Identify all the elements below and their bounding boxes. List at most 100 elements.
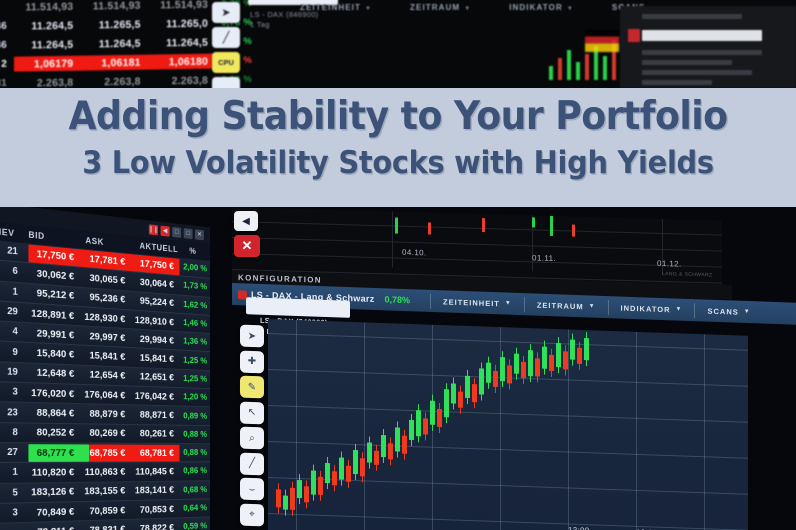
col-aktuell: AKTUELL xyxy=(139,240,179,254)
row-bid: 2.263,8 xyxy=(36,76,74,88)
main-chart-grid xyxy=(268,319,748,530)
top-menu-item-zeitraum[interactable]: ZEITRAUM ▼ xyxy=(410,3,472,12)
cell-nev: 5 xyxy=(12,487,18,499)
cell-percent: 0,68 % xyxy=(183,484,208,495)
chevron-down-icon: ▼ xyxy=(743,308,751,316)
window-control-button[interactable]: □ xyxy=(183,227,193,239)
window-control-button[interactable]: □ xyxy=(172,226,182,238)
chevron-down-icon: ▼ xyxy=(566,6,574,12)
cell-nev: 8 xyxy=(12,427,18,439)
chart-tool-palette[interactable]: ➤ ✚ ✎ ↖ ⌕ ╱ ⌣ ⌖ xyxy=(240,324,266,530)
panel-line xyxy=(642,80,712,85)
measure-tool-icon[interactable]: ⌖ xyxy=(240,503,264,526)
candle-wick xyxy=(558,337,559,374)
cell-ask: 30,065 € xyxy=(89,272,126,287)
highlighter-tool-icon[interactable]: ✎ xyxy=(240,375,264,399)
candle-wick xyxy=(474,378,475,409)
chart-menu-item-indikator[interactable]: INDIKATOR ▼ xyxy=(607,299,695,318)
window-control-button[interactable]: ✕ xyxy=(195,228,204,240)
main-chart-candles xyxy=(268,319,748,516)
candle-wick xyxy=(572,333,573,366)
main-chart[interactable]: 13:0013:3014:00 xyxy=(268,319,748,530)
table-row[interactable]: 8 80,252 € 80,269 € 80,261 € 0,88 % xyxy=(0,422,211,445)
candle-wick xyxy=(495,364,496,393)
fibonacci-tool-icon[interactable]: ⌣ xyxy=(240,477,264,501)
row-bid: 1,06179 xyxy=(33,57,74,70)
candle-wick xyxy=(327,457,328,490)
cell-ask: 70,859 € xyxy=(89,504,126,517)
mini-candle xyxy=(594,46,598,80)
top-menu-item-zeiteinheit[interactable]: ZEITEINHEIT ▼ xyxy=(300,3,373,12)
top-search-input[interactable] xyxy=(248,0,338,5)
cell-percent: 0,89 % xyxy=(183,410,208,422)
instrument-change: 0,78% xyxy=(384,294,411,306)
cell-bid: 68,777 € xyxy=(36,446,75,459)
candle-wick xyxy=(467,369,468,404)
crosshair-tool-icon[interactable]: ✚ xyxy=(240,350,264,373)
cell-aktuell: 30,064 € xyxy=(139,276,175,291)
cell-bid: 95,212 € xyxy=(36,287,75,303)
candle-wick xyxy=(306,480,307,509)
top-menu-bar[interactable]: ZEITEINHEIT▼ZEITRAUM▼INDIKATOR▼SCANS xyxy=(300,3,645,12)
cell-percent: 1,36 % xyxy=(183,336,208,348)
ticker-search-input[interactable] xyxy=(246,297,350,318)
cell-bid: 183,126 € xyxy=(31,486,75,499)
chart-menu-item-zeitraum[interactable]: ZEITRAUM ▼ xyxy=(523,296,608,315)
cell-nev: 3 xyxy=(12,386,18,398)
cell-nev: 9 xyxy=(12,346,18,358)
extra-tool-icon[interactable] xyxy=(212,77,240,88)
cell-ask: 128,930 € xyxy=(84,310,126,325)
nav-back-button[interactable]: ◀ xyxy=(234,211,258,231)
candle-wick xyxy=(397,421,398,458)
cell-bid: 176,020 € xyxy=(31,386,75,400)
cell-ask: 176,064 € xyxy=(84,388,126,402)
candle-wick xyxy=(390,437,391,466)
cell-percent: 1,20 % xyxy=(183,392,208,403)
candle-wick xyxy=(334,465,335,492)
cell-aktuell: 183,141 € xyxy=(134,484,175,497)
chart-menu-item-zeiteinheit[interactable]: ZEITEINHEIT ▼ xyxy=(430,293,524,312)
candle-wick xyxy=(516,347,517,380)
top-right-panel xyxy=(620,6,796,88)
cpu-tool-icon[interactable]: CPU xyxy=(212,52,240,73)
candle-wick xyxy=(439,402,440,434)
cursor-tool-icon[interactable]: ➤ xyxy=(240,324,264,348)
date-label: 01.12. xyxy=(657,258,682,269)
date-label: 01.11. xyxy=(532,253,557,264)
gridline xyxy=(636,331,637,530)
chart-window: 04.10. 01.11. 01.12. LANG & SCHWARZ ◀ ✕ KON… xyxy=(232,207,796,530)
table-row[interactable]: 27 68,777 € 68,785 € 68,781 € 0,88 % xyxy=(0,442,211,464)
row-ask: 11.514,93 xyxy=(92,0,141,12)
top-menu-item-indikator[interactable]: INDIKATOR ▼ xyxy=(509,3,574,12)
cell-aktuell: 29,994 € xyxy=(139,333,175,347)
cell-percent: 0,88 % xyxy=(183,447,208,458)
cell-percent: 0,59 % xyxy=(183,521,208,530)
gridline xyxy=(364,322,365,530)
date-label: 04.10. xyxy=(402,247,427,258)
mini-candle xyxy=(576,62,580,80)
pointer-tool-icon[interactable]: ↖ xyxy=(240,401,264,424)
cell-nev: 6 xyxy=(12,266,18,278)
cell-percent: 0,88 % xyxy=(183,429,208,440)
trendline-tool-icon[interactable]: ╱ xyxy=(240,452,264,475)
chart-menu-item-scans[interactable]: SCANS ▼ xyxy=(694,302,763,321)
close-button[interactable]: ✕ xyxy=(234,235,260,257)
zoom-tool-icon[interactable]: ⌕ xyxy=(240,426,264,450)
candle xyxy=(395,217,398,234)
candle-wick xyxy=(348,459,349,488)
board-rows: 21 17,750 €17,781 €17,750 €2,00 % 6 30,062 … xyxy=(0,240,211,530)
window-control-button[interactable]: ❙❙ xyxy=(149,223,158,235)
cell-aktuell: 110,845 € xyxy=(135,465,175,478)
top-drawing-toolbar[interactable]: ➤ ╱ CPU xyxy=(212,2,246,88)
line-tool-icon[interactable]: ╱ xyxy=(212,27,240,48)
row-index: 46 xyxy=(0,20,7,32)
cell-bid: 128,891 € xyxy=(31,307,75,322)
cell-percent: 0,86 % xyxy=(183,466,208,477)
cell-nev: 4 xyxy=(12,326,18,338)
cursor-tool-icon[interactable]: ➤ xyxy=(212,2,240,23)
panel-input-field[interactable] xyxy=(642,30,762,41)
window-control-button[interactable]: ◀ xyxy=(160,225,170,237)
candle xyxy=(572,224,575,237)
